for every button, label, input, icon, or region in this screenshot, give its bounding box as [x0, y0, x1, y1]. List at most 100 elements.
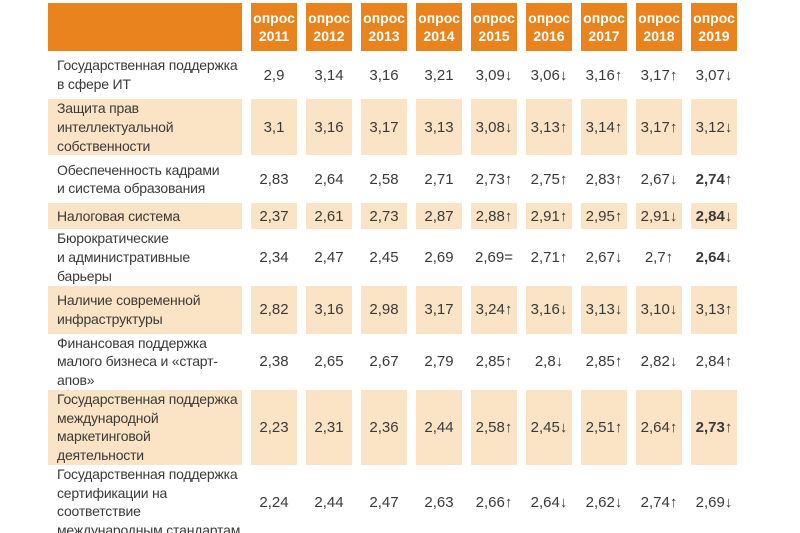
value-cell: 3,13 [416, 99, 462, 156]
column-header-2019: опрос 2019 [691, 3, 737, 51]
survey-year: 2011 [258, 28, 290, 44]
column-header-categories [48, 3, 242, 51]
value-cell: 2,73↑ [691, 389, 737, 465]
value-cell: 2,84↓ [691, 203, 737, 230]
value-cell: 2,82 [251, 285, 297, 334]
value-cell: 2,47 [369, 493, 399, 511]
row-label: Государственная поддержка сертификации н… [57, 465, 241, 533]
value-cell: 2,24 [259, 493, 289, 511]
value-cell: 3,17↑ [640, 66, 678, 84]
value-cell: 2,73 [361, 203, 407, 230]
survey-year: 2018 [643, 28, 675, 44]
value-cell: 2,85↑ [475, 353, 513, 371]
value-cell: 2,95↑ [581, 203, 627, 230]
value-cell: 3,12↓ [691, 99, 737, 156]
value-cell: 3,08↓ [471, 99, 517, 156]
value-cell: 3,16 [306, 285, 352, 334]
row-label: Государственная поддержка международной … [48, 389, 242, 465]
survey-word: опрос [418, 9, 460, 26]
value-cell: 3,1 [251, 99, 297, 156]
row-label: Бюрократические и административные барье… [57, 230, 190, 284]
column-header-2015: опрос 2015 [471, 3, 517, 51]
value-cell: 2,64↓ [695, 248, 733, 266]
survey-word: опрос [253, 9, 295, 26]
survey-word: опрос [363, 9, 405, 26]
value-cell: 2,44 [314, 493, 344, 511]
survey-year: 2014 [423, 28, 455, 44]
value-cell: 2,36 [361, 389, 407, 465]
value-cell: 2,51↑ [581, 389, 627, 465]
survey-year: 2016 [533, 28, 565, 44]
value-cell: 2,34 [259, 248, 289, 266]
table-row: Обеспеченность кадрами и система образов… [48, 155, 737, 203]
value-cell: 3,17 [361, 99, 407, 156]
value-cell: 2,64 [314, 170, 344, 188]
survey-word: опрос [583, 9, 625, 26]
survey-word: опрос [528, 9, 570, 26]
value-cell: 3,06↓ [530, 66, 568, 84]
table-row: Государственная поддержка в сфере ИТ 2,9 3… [48, 51, 737, 99]
column-header-2013: опрос 2013 [361, 3, 407, 51]
survey-year: 2017 [588, 28, 620, 44]
value-cell: 2,45 [369, 248, 399, 266]
value-cell: 2,65 [314, 353, 344, 371]
value-cell: 2,8↓ [534, 353, 564, 371]
column-header-2016: опрос 2016 [526, 3, 572, 51]
value-cell: 3,24↑ [471, 285, 517, 334]
value-cell: 2,83↑ [585, 170, 623, 188]
value-cell: 2,82↓ [640, 353, 678, 371]
survey-year: 2013 [368, 28, 400, 44]
table-row: Налоговая система 2,37 2,61 2,73 2,87 2,88↑ 2,… [48, 203, 737, 230]
value-cell: 2,71↑ [530, 248, 568, 266]
value-cell: 3,16 [306, 99, 352, 156]
value-cell: 3,17 [416, 285, 462, 334]
value-cell: 2,67↓ [640, 170, 678, 188]
value-cell: 3,13↑ [691, 285, 737, 334]
survey-word: опрос [638, 9, 680, 26]
table-row: Защита прав интеллектуальной собственнос… [48, 99, 737, 156]
value-cell: 2,23 [251, 389, 297, 465]
value-cell: 2,67↓ [585, 248, 623, 266]
value-cell: 3,16 [369, 66, 399, 84]
value-cell: 2,74↑ [640, 493, 678, 511]
table-body: Государственная поддержка в сфере ИТ 2,9 3… [48, 51, 737, 533]
value-cell: 2,67 [369, 353, 399, 371]
table-row: Наличие современной инфраструктуры 2,82 3,… [48, 285, 737, 334]
value-cell: 3,17↑ [636, 99, 682, 156]
value-cell: 2,83 [259, 170, 289, 188]
survey-year: 2015 [478, 28, 510, 44]
value-cell: 2,47 [314, 248, 344, 266]
survey-year: 2012 [313, 28, 345, 44]
value-cell: 2,66↑ [475, 493, 513, 511]
value-cell: 2,87 [416, 203, 462, 230]
value-cell: 2,9 [263, 66, 285, 84]
row-label: Налоговая система [48, 203, 242, 230]
value-cell: 2,91↓ [636, 203, 682, 230]
value-cell: 2,45↓ [526, 389, 572, 465]
value-cell: 2,58 [369, 170, 399, 188]
value-cell: 2,84↑ [695, 353, 733, 371]
value-cell: 2,31 [306, 389, 352, 465]
value-cell: 3,10↓ [636, 285, 682, 334]
value-cell: 2,69= [475, 248, 513, 266]
value-cell: 2,98 [361, 285, 407, 334]
row-label: Финансовая поддержка малого бизнеса и «с… [57, 334, 218, 389]
column-header-2018: опрос 2018 [636, 3, 682, 51]
row-label: Наличие современной инфраструктуры [48, 285, 242, 334]
column-header-2014: опрос 2014 [416, 3, 462, 51]
table-row: Финансовая поддержка малого бизнеса и «с… [48, 334, 737, 390]
value-cell: 2,91↑ [526, 203, 572, 230]
value-cell: 2,73↑ [475, 170, 513, 188]
value-cell: 2,88↑ [471, 203, 517, 230]
column-header-2012: опрос 2012 [306, 3, 352, 51]
value-cell: 3,16↓ [526, 285, 572, 334]
value-cell: 2,58↑ [471, 389, 517, 465]
value-cell: 2,69 [424, 248, 454, 266]
value-cell: 2,63 [424, 493, 454, 511]
value-cell: 2,85↑ [585, 353, 623, 371]
survey-word: опрос [473, 9, 515, 26]
value-cell: 2,37 [251, 203, 297, 230]
value-cell: 2,44 [416, 389, 462, 465]
value-cell: 2,69↓ [695, 493, 733, 511]
